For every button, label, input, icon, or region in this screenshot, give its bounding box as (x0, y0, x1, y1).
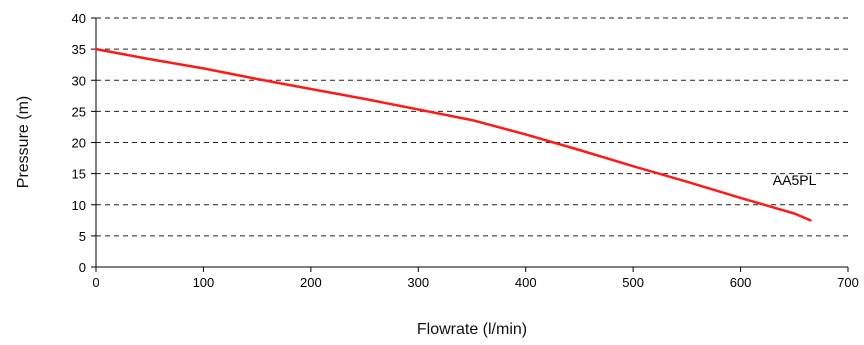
y-tick-label-10: 10 (72, 198, 86, 213)
x-ticks: 0 100 200 300 400 500 600 700 (92, 267, 859, 290)
x-tick-label-600: 600 (730, 275, 752, 290)
y-axis-title: Pressure (m) (15, 96, 32, 188)
y-tick-label-40: 40 (72, 11, 86, 26)
y-tick-label-25: 25 (72, 104, 86, 119)
x-tick-label-400: 400 (515, 275, 537, 290)
x-tick-label-300: 300 (407, 275, 429, 290)
x-tick-label-0: 0 (92, 275, 99, 290)
y-tick-label-0: 0 (79, 260, 86, 275)
x-tick-label-100: 100 (193, 275, 215, 290)
y-tick-label-30: 30 (72, 73, 86, 88)
x-tick-label-500: 500 (622, 275, 644, 290)
y-ticks: 0 5 10 15 20 25 30 35 40 (72, 11, 96, 275)
series-line-0 (94, 47, 812, 222)
y-tick-label-15: 15 (72, 167, 86, 182)
x-axis-title: Flowrate (l/min) (417, 321, 527, 338)
series (94, 47, 812, 222)
y-tick-label-35: 35 (72, 42, 86, 57)
plot-area (96, 18, 848, 267)
x-tick-label-200: 200 (300, 275, 322, 290)
annotation-label-0: AA5PL (773, 172, 817, 188)
x-tick-label-700: 700 (837, 275, 859, 290)
y-tick-label-20: 20 (72, 136, 86, 151)
annotations: AA5PL (773, 172, 817, 188)
y-tick-label-5: 5 (79, 229, 86, 244)
